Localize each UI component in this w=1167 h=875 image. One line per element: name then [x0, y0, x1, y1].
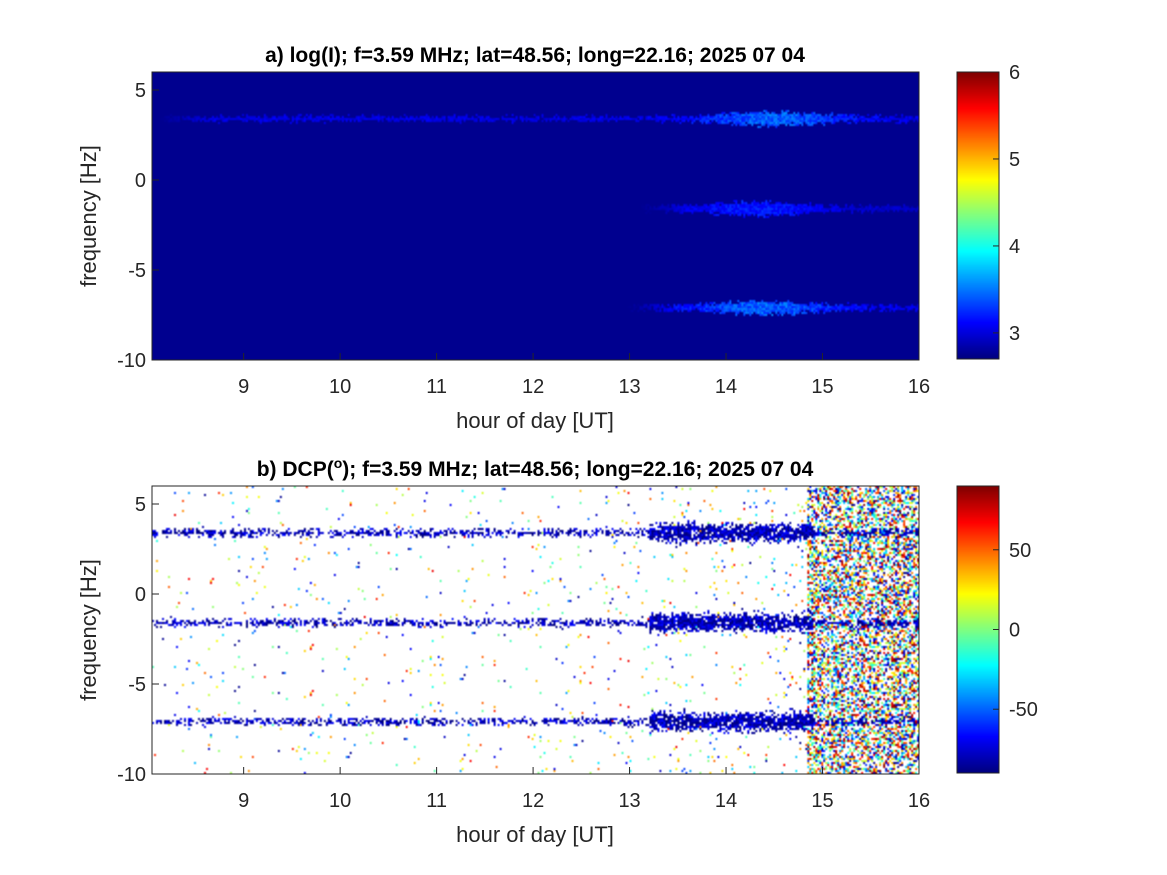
- panel-b-spectrogram: [152, 486, 919, 774]
- x-tick-label: 10: [329, 376, 351, 398]
- y-tick-label: 0: [135, 170, 146, 192]
- x-tick-label: 13: [618, 790, 640, 812]
- x-tick-label: 16: [908, 376, 930, 398]
- panel-a-ylabel: frequency [Hz]: [76, 145, 101, 287]
- panel-b-ticks: 9 10 11 12 13 14 15 16 -10 -5 0 5: [117, 494, 930, 812]
- x-tick-label: 10: [329, 790, 351, 812]
- panel-a-axes-box: [151, 71, 920, 361]
- colorbar-tick-label: 50: [1009, 540, 1031, 562]
- panel-a: a) log(I); f=3.59 MHz; lat=48.56; long=2…: [76, 44, 1020, 433]
- x-tick-label: 9: [238, 376, 249, 398]
- colorbar-tick-label: 4: [1009, 236, 1020, 258]
- y-tick-label: 5: [135, 80, 146, 102]
- y-tick-label: 0: [135, 584, 146, 606]
- panel-a-colorbar: [957, 72, 999, 359]
- panel-b-colorbar-ticks: -50 0 50: [993, 540, 1038, 721]
- y-tick-label: -10: [117, 350, 146, 372]
- x-tick-label: 14: [715, 376, 737, 398]
- x-tick-label: 11: [426, 790, 447, 812]
- panel-a-spectrogram: [152, 72, 919, 360]
- x-tick-label: 15: [811, 376, 833, 398]
- x-tick-label: 15: [811, 790, 833, 812]
- y-tick-label: -5: [128, 260, 146, 282]
- colorbar-tick-label: 5: [1009, 149, 1020, 171]
- x-tick-label: 9: [238, 790, 249, 812]
- panel-b-xlabel: hour of day [UT]: [456, 822, 614, 847]
- panel-a-colorbar-box: [956, 71, 1000, 360]
- panel-b-axes-box: [151, 485, 920, 775]
- x-tick-label: 13: [618, 376, 640, 398]
- x-tick-label: 12: [522, 790, 544, 812]
- panel-b-title: b) DCP(o); f=3.59 MHz; lat=48.56; long=2…: [257, 455, 814, 481]
- x-tick-label: 11: [426, 376, 447, 398]
- x-tick-label: 16: [908, 790, 930, 812]
- colorbar-tick-label: -50: [1009, 699, 1038, 721]
- colorbar-tick-label: 3: [1009, 323, 1020, 345]
- panel-a-ticks: 9 10 11 12 13 14 15 16 -10 -5 0 5: [117, 80, 930, 398]
- y-tick-label: -5: [128, 674, 146, 696]
- panel-a-colorbar-ticks: 3 4 5 6: [993, 62, 1020, 345]
- panel-a-xlabel: hour of day [UT]: [456, 408, 614, 433]
- x-tick-label: 14: [715, 790, 737, 812]
- colorbar-tick-label: 0: [1009, 620, 1020, 642]
- panel-b-colorbar: [957, 486, 999, 773]
- colorbar-tick-label: 6: [1009, 62, 1020, 84]
- y-tick-label: -10: [117, 764, 146, 786]
- panel-a-title: a) log(I); f=3.59 MHz; lat=48.56; long=2…: [265, 44, 805, 67]
- y-tick-label: 5: [135, 494, 146, 516]
- x-tick-label: 12: [522, 376, 544, 398]
- panel-b-ylabel: frequency [Hz]: [76, 559, 101, 701]
- panel-b: b) DCP(o); f=3.59 MHz; lat=48.56; long=2…: [76, 455, 1038, 847]
